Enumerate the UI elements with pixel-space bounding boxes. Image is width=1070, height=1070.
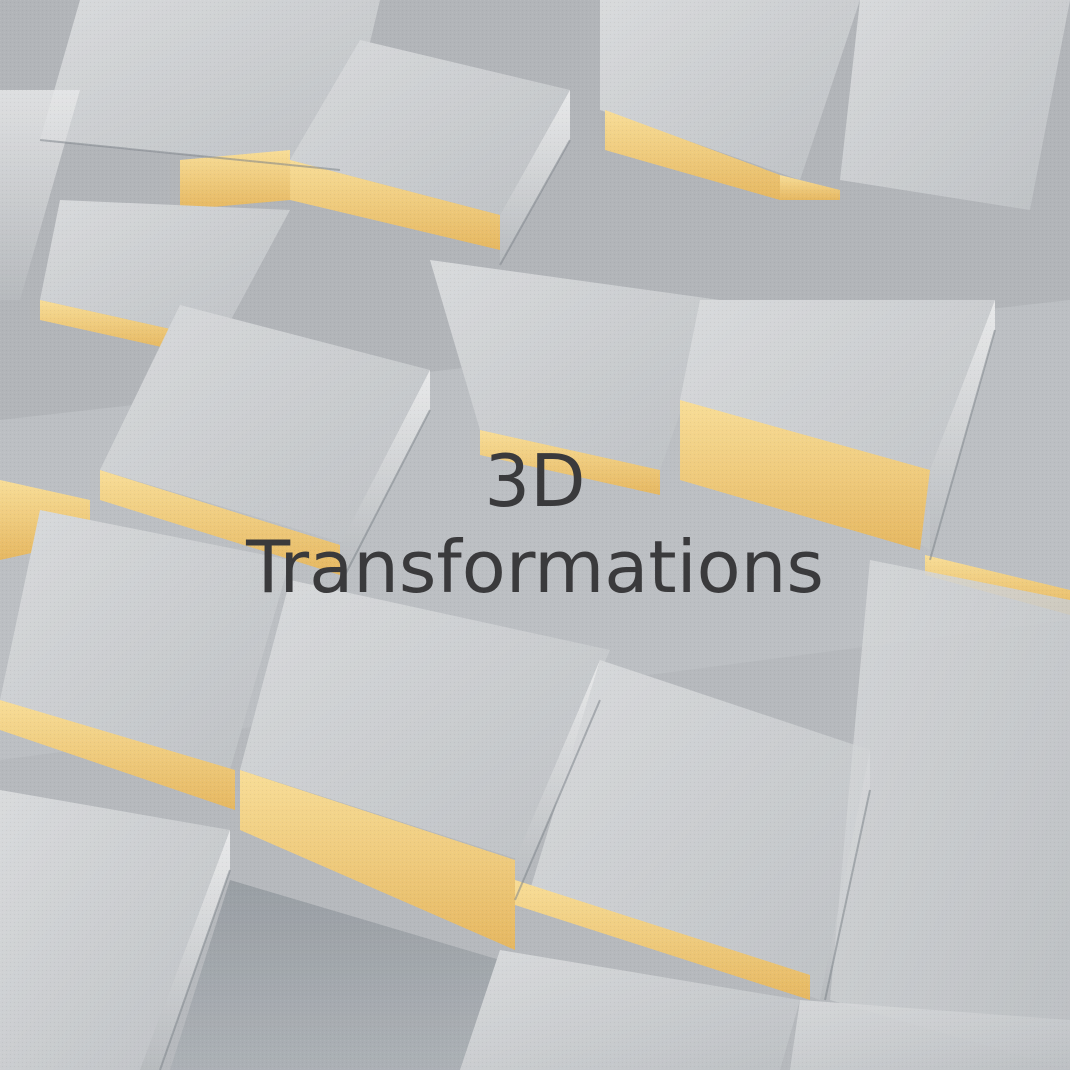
title-line-1: 3D <box>484 439 586 523</box>
title-text: 3D Transformations <box>0 438 1070 610</box>
title-line-2: Transformations <box>246 525 824 609</box>
